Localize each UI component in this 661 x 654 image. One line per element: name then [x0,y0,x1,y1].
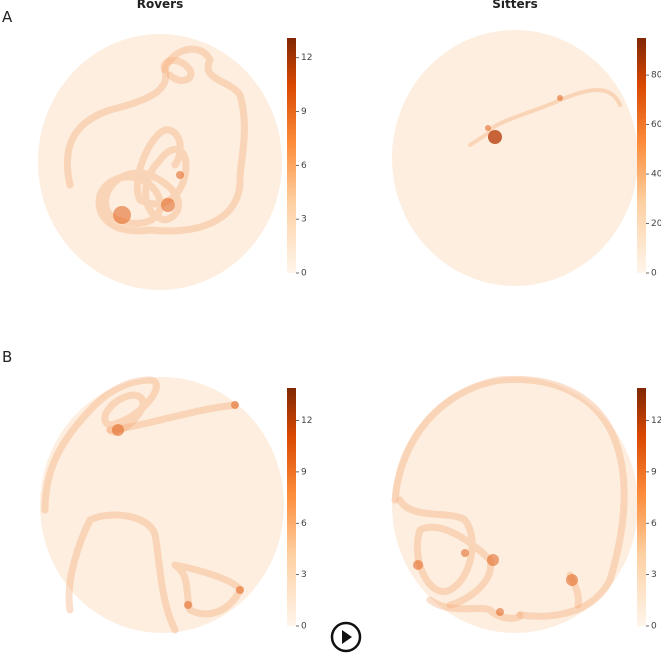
colorbar-tick-label: 6 [651,519,657,529]
colorbar [637,388,646,626]
colorbar-tick-label: 6 [301,519,307,529]
trail-map [63,45,248,235]
colorbar [287,388,296,626]
row-label: A [2,8,13,26]
arena [392,30,638,286]
row-label: B [2,348,12,366]
colorbar-tick-label: 3 [301,215,307,225]
colorbar-tick-label: 60 [651,120,661,130]
arena [38,34,282,290]
colorbar-tick-label: 40 [651,170,661,180]
column-title: Rovers [137,0,184,11]
colorbar-tick-label: 3 [301,570,307,580]
colorbar-tick-label: 3 [651,570,657,580]
colorbar [287,38,296,273]
colorbar-tick-label: 0 [301,269,307,279]
colorbar-tick-label: 0 [651,269,657,279]
colorbar-tick-label: 9 [301,467,307,477]
colorbar-tick-label: 0 [301,622,307,632]
trail-map [468,87,622,147]
trail-map [391,375,628,622]
colorbar-tick-label: 12 [301,53,312,63]
arena [40,377,284,633]
arena [392,377,638,633]
colorbar-tick-label: 12 [651,416,661,426]
play-button[interactable] [330,621,362,653]
colorbar-tick-label: 80 [651,71,661,81]
colorbar-tick-label: 6 [301,161,307,171]
column-title: Sitters [492,0,537,11]
colorbar-tick-label: 9 [651,467,657,477]
colorbar-tick-label: 0 [651,622,657,632]
colorbar [637,38,646,273]
trail-map [41,376,244,634]
colorbar-tick-label: 20 [651,219,661,229]
colorbar-tick-label: 12 [301,416,312,426]
colorbar-tick-label: 9 [301,107,307,117]
